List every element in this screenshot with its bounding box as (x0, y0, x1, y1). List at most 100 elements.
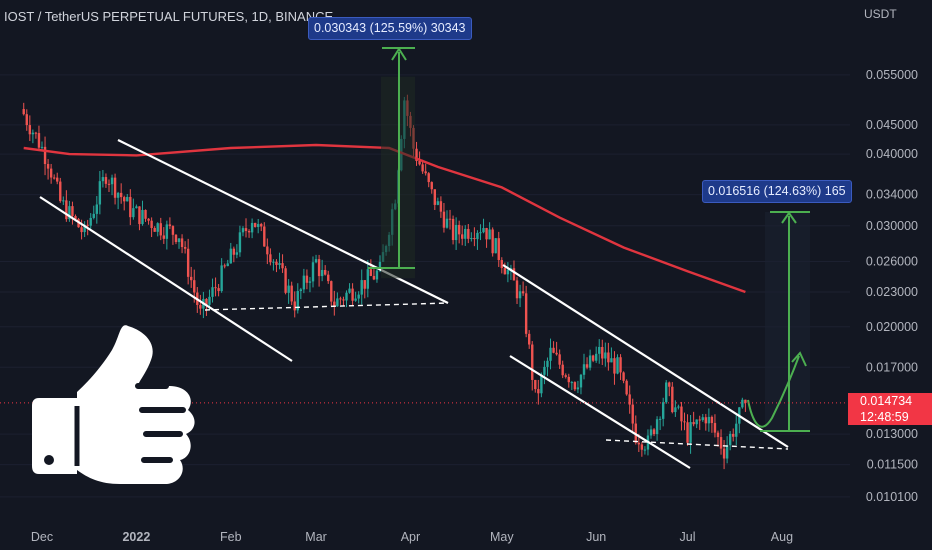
candle (680, 401, 683, 431)
thumb-finger-lines (135, 383, 186, 463)
time-tick-label: May (490, 530, 514, 544)
candle-body (521, 291, 525, 294)
candle (293, 291, 296, 318)
candle (579, 373, 583, 395)
candle (430, 181, 433, 194)
candle (415, 141, 418, 166)
candle (333, 290, 336, 316)
candle-body (250, 222, 254, 233)
candle-body (126, 196, 129, 202)
candle-body (235, 252, 239, 255)
price-tick-label: 0.023000 (866, 285, 918, 299)
candle (710, 415, 714, 433)
candle-body (65, 200, 68, 220)
candle-body (467, 228, 470, 239)
candle (256, 218, 260, 234)
candle-body (622, 372, 625, 381)
candle (138, 206, 141, 231)
candle (722, 440, 726, 470)
candle (339, 296, 342, 305)
candle-body (74, 215, 77, 219)
candle (135, 204, 138, 209)
candle-body (174, 234, 178, 243)
candle (101, 169, 105, 188)
symbol-title[interactable]: IOST / TetherUS PERPETUAL FUTURES, 1D, B… (4, 9, 334, 24)
candle-body (37, 133, 41, 148)
candle (695, 419, 698, 429)
candle (728, 431, 732, 451)
candle-body (531, 344, 534, 380)
candle (719, 429, 723, 455)
candle (46, 159, 50, 180)
candle (692, 411, 695, 427)
candle (269, 248, 272, 266)
price-axis[interactable]: 0.055000 0.045000 0.040000 0.034000 0.030000… (866, 68, 918, 504)
candle (677, 404, 680, 410)
time-tick-label: Dec (31, 530, 53, 544)
candle (661, 397, 665, 427)
candle-body (451, 218, 455, 241)
candle (375, 266, 379, 283)
candle (491, 227, 494, 257)
candle-body (272, 261, 275, 263)
candle (503, 262, 507, 275)
candle (220, 258, 223, 293)
candle-body (555, 352, 558, 355)
candle-body (500, 260, 503, 269)
measure-label-upper: 0.030343 (125.59%) 30343 (308, 17, 472, 40)
candle-body (357, 294, 360, 299)
candle-body (101, 177, 105, 182)
candle-body (28, 125, 32, 135)
candle (552, 341, 555, 354)
time-axis[interactable]: Dec 2022 Feb Mar Apr May Jun Jul Aug (31, 530, 793, 544)
candle (308, 277, 312, 293)
candle-body (442, 211, 446, 228)
candle (479, 224, 482, 241)
channel-lower-trendline-1[interactable] (39, 196, 293, 362)
support-line-2[interactable] (605, 439, 789, 450)
drawing-tools[interactable] (0, 47, 848, 469)
candle (351, 283, 354, 306)
candle-body (156, 223, 159, 232)
support-line-1[interactable] (204, 302, 449, 311)
candle-body (543, 366, 546, 375)
candle-body (296, 291, 299, 311)
candle-body (631, 404, 634, 424)
candle-body (570, 382, 574, 384)
candle (418, 151, 421, 166)
candle (162, 227, 165, 244)
candle (25, 109, 28, 131)
candle (107, 179, 111, 192)
channel-lower-trendline-2[interactable] (509, 355, 691, 469)
price-tick-label: 0.026000 (866, 254, 918, 268)
candle-body (31, 132, 35, 135)
candle-body (649, 429, 653, 436)
candle (247, 229, 251, 238)
candle-body (546, 360, 549, 367)
candle (253, 222, 257, 228)
candle-body (323, 269, 327, 275)
candle-body (68, 206, 71, 220)
candle (588, 349, 592, 371)
candle (555, 341, 558, 356)
candle-body (564, 375, 567, 377)
candle-body (330, 281, 333, 302)
candle (150, 217, 153, 238)
candle-body (141, 209, 144, 225)
candle (132, 198, 135, 220)
candle (144, 209, 147, 222)
candle-body (722, 448, 726, 459)
channel-upper-trendline-2[interactable] (502, 264, 789, 448)
candle-body (333, 301, 336, 307)
candle (183, 241, 187, 254)
candle (250, 218, 254, 239)
candle-body (558, 354, 561, 365)
candle (524, 285, 528, 338)
candle (470, 232, 473, 242)
candle-body (89, 217, 92, 226)
candle (427, 172, 430, 188)
measure-box-lower[interactable] (765, 212, 810, 430)
candle (494, 238, 497, 254)
